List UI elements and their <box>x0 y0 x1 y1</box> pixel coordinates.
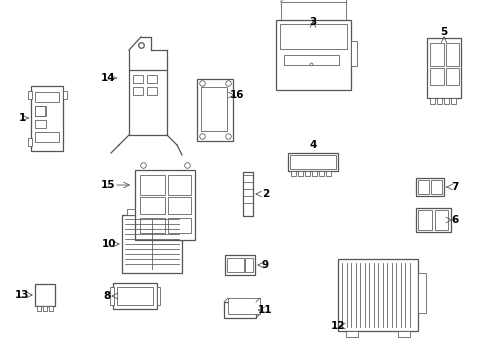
Bar <box>157 287 160 305</box>
Text: 5: 5 <box>441 27 448 37</box>
Bar <box>290 155 336 169</box>
Bar <box>430 98 435 104</box>
Bar <box>140 175 165 195</box>
Bar <box>275 20 350 90</box>
Bar <box>168 175 191 195</box>
Bar <box>298 171 303 176</box>
Bar <box>338 259 418 331</box>
Bar <box>168 217 191 233</box>
Text: 10: 10 <box>102 239 116 249</box>
Bar <box>140 197 165 214</box>
Bar <box>201 87 227 131</box>
Bar <box>49 306 53 311</box>
Bar <box>446 43 459 66</box>
Bar <box>135 170 195 240</box>
Bar <box>113 283 157 309</box>
Bar <box>243 172 253 216</box>
Bar <box>288 153 338 171</box>
Bar <box>31 85 63 150</box>
Bar <box>279 24 346 49</box>
Bar <box>147 87 157 95</box>
Bar <box>291 171 296 176</box>
Bar <box>280 2 345 20</box>
Bar <box>312 171 317 176</box>
Bar <box>117 287 153 305</box>
Bar <box>122 215 182 273</box>
Bar <box>168 197 191 214</box>
Bar <box>319 171 324 176</box>
Bar <box>35 120 46 127</box>
Text: 2: 2 <box>262 189 270 199</box>
Bar <box>35 131 59 141</box>
Bar <box>225 255 255 275</box>
Bar <box>133 75 143 83</box>
Text: 11: 11 <box>258 305 272 315</box>
Bar <box>63 90 67 99</box>
Bar <box>228 298 260 314</box>
Text: 9: 9 <box>262 260 269 270</box>
Bar <box>284 55 339 65</box>
Bar <box>35 284 55 306</box>
Bar <box>140 217 165 233</box>
Text: 6: 6 <box>451 215 459 225</box>
Bar <box>35 105 46 116</box>
Bar <box>444 98 449 104</box>
Bar <box>43 306 47 311</box>
Bar <box>350 41 357 66</box>
Bar <box>224 302 256 318</box>
Bar <box>110 287 114 305</box>
Bar <box>431 180 442 194</box>
Bar <box>129 70 167 135</box>
Text: 12: 12 <box>331 321 345 331</box>
Text: 13: 13 <box>15 290 29 300</box>
Bar <box>418 273 426 313</box>
Bar <box>305 171 310 176</box>
Bar <box>435 210 448 230</box>
Text: 4: 4 <box>309 140 317 150</box>
Text: 8: 8 <box>103 291 111 301</box>
Text: 15: 15 <box>101 180 115 190</box>
Bar <box>326 171 331 176</box>
Bar <box>446 68 459 85</box>
Bar <box>417 210 432 230</box>
Text: 7: 7 <box>451 182 459 192</box>
Bar <box>169 209 177 215</box>
Bar <box>133 87 143 95</box>
Bar <box>451 98 456 104</box>
Bar <box>416 208 450 232</box>
Bar <box>398 331 410 337</box>
Bar <box>35 91 59 102</box>
Bar <box>227 258 244 272</box>
Bar <box>37 306 41 311</box>
Text: 14: 14 <box>100 73 115 83</box>
Bar <box>430 68 444 85</box>
Text: 16: 16 <box>230 90 244 100</box>
Bar <box>28 90 32 99</box>
Text: 3: 3 <box>309 17 317 27</box>
Text: 1: 1 <box>19 113 25 123</box>
Bar <box>416 178 444 196</box>
Bar <box>28 138 32 145</box>
Bar <box>418 180 429 194</box>
Bar <box>35 105 45 116</box>
Bar <box>245 258 253 272</box>
Bar <box>346 331 358 337</box>
Bar <box>430 43 444 66</box>
Bar <box>197 79 233 141</box>
Bar <box>437 98 442 104</box>
Bar <box>427 38 461 98</box>
Bar <box>147 75 157 83</box>
Bar <box>127 209 135 215</box>
